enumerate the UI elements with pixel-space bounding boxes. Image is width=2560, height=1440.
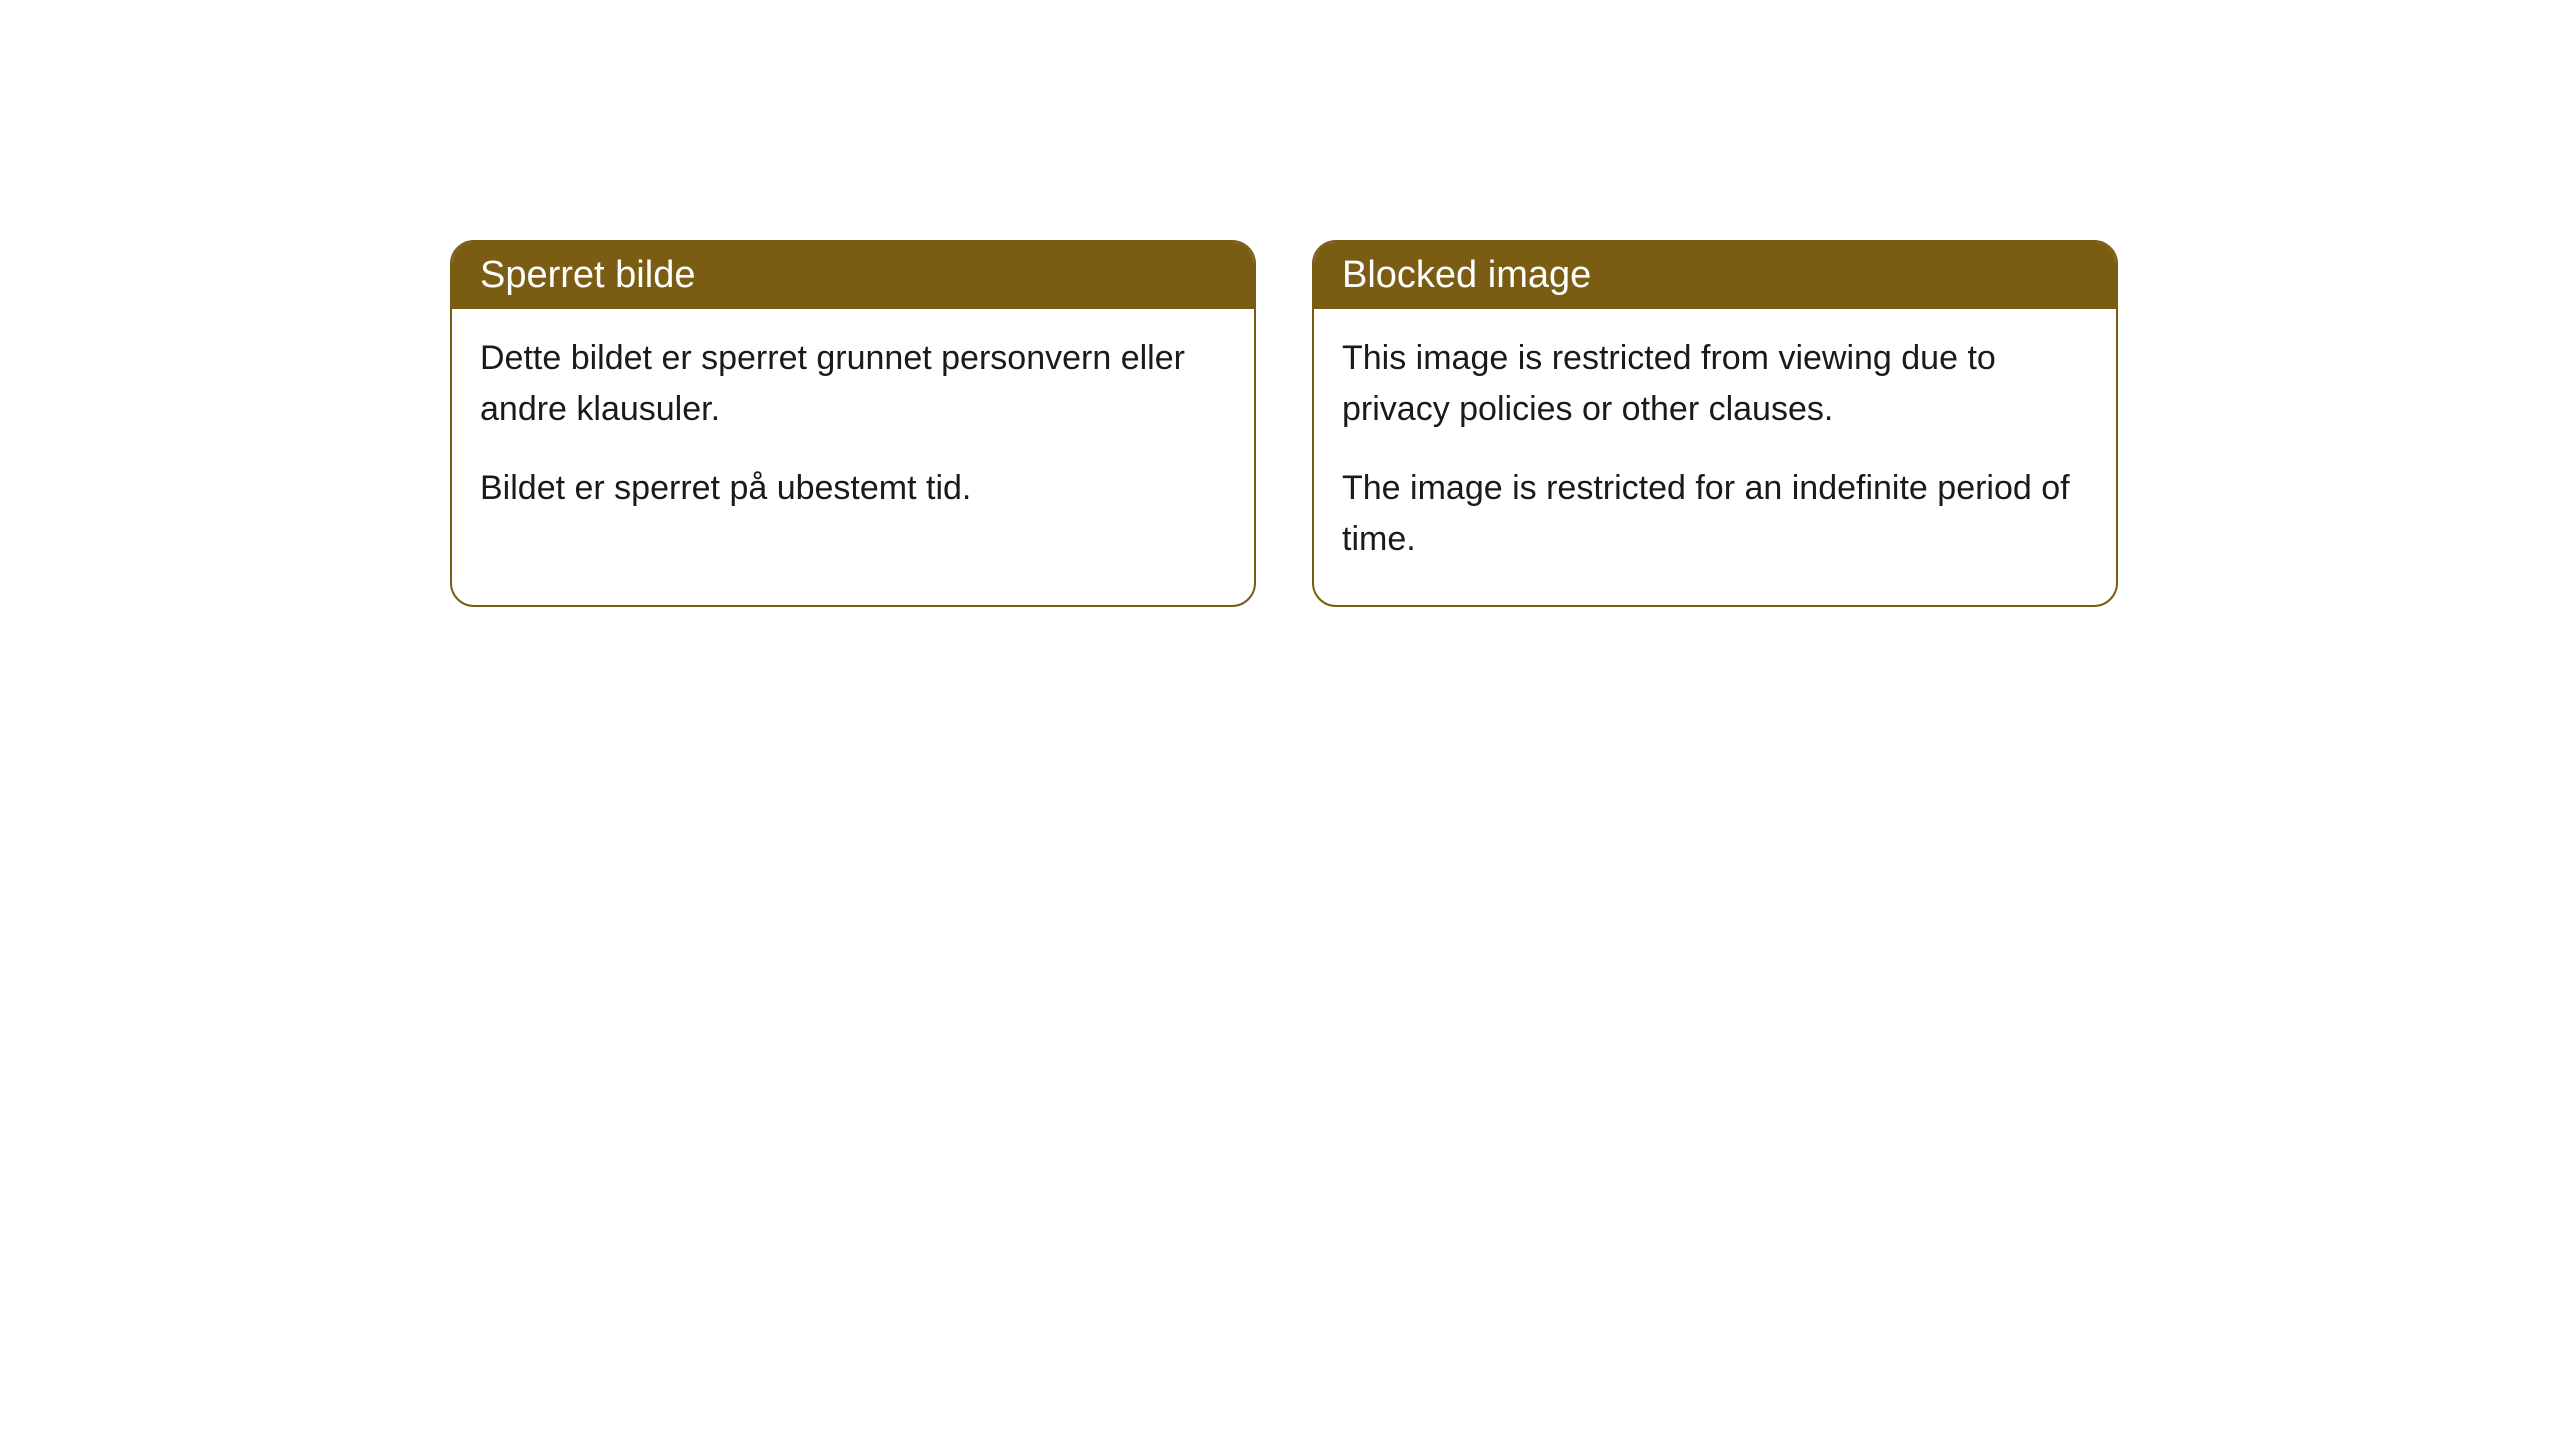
blocked-image-card-norwegian: Sperret bilde Dette bildet er sperret gr… <box>450 240 1256 607</box>
card-header-norwegian: Sperret bilde <box>452 242 1254 309</box>
card-title-norwegian: Sperret bilde <box>480 254 695 296</box>
card-paragraph-2-english: The image is restricted for an indefinit… <box>1342 463 2088 565</box>
card-title-english: Blocked image <box>1342 254 1591 296</box>
card-paragraph-1-english: This image is restricted from viewing du… <box>1342 333 2088 435</box>
card-paragraph-1-norwegian: Dette bildet er sperret grunnet personve… <box>480 333 1226 435</box>
card-paragraph-2-norwegian: Bildet er sperret på ubestemt tid. <box>480 463 1226 514</box>
notice-container: Sperret bilde Dette bildet er sperret gr… <box>450 240 2118 607</box>
blocked-image-card-english: Blocked image This image is restricted f… <box>1312 240 2118 607</box>
card-header-english: Blocked image <box>1314 242 2116 309</box>
card-body-norwegian: Dette bildet er sperret grunnet personve… <box>452 309 1254 554</box>
card-body-english: This image is restricted from viewing du… <box>1314 309 2116 605</box>
